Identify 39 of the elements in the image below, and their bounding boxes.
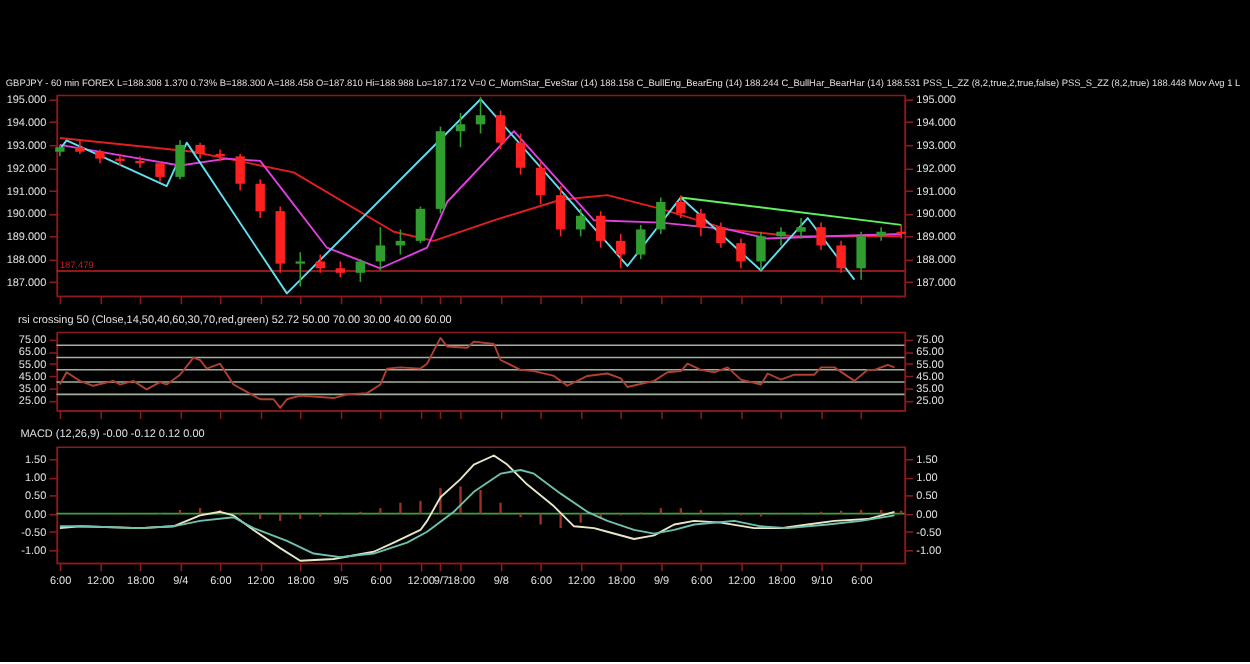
line-series xyxy=(58,137,903,242)
candlestick xyxy=(676,194,686,219)
candlestick xyxy=(716,221,726,249)
candlestick xyxy=(315,253,325,274)
candlestick xyxy=(495,109,506,151)
candlestick xyxy=(255,178,265,219)
candlestick xyxy=(575,208,586,238)
candlestick xyxy=(375,226,386,272)
candlestick xyxy=(415,205,426,244)
candlestick xyxy=(876,226,886,242)
candlestick xyxy=(836,240,846,274)
candlestick xyxy=(475,96,486,135)
candlestick xyxy=(776,226,786,247)
candlestick xyxy=(235,153,245,192)
candlestick xyxy=(175,139,185,180)
candlestick xyxy=(115,153,125,167)
candlestick xyxy=(596,210,606,249)
line-series xyxy=(58,98,856,295)
candlestick xyxy=(295,251,305,288)
candlestick xyxy=(535,160,546,206)
candlestick xyxy=(636,224,646,260)
candlestick xyxy=(616,233,626,270)
candlestick xyxy=(135,155,145,169)
candlestick xyxy=(756,230,766,272)
candlestick xyxy=(656,196,666,235)
candlestick xyxy=(696,208,706,238)
candlestick xyxy=(796,217,806,240)
line-series xyxy=(58,469,896,559)
candlestick xyxy=(555,185,566,238)
candlestick xyxy=(455,112,466,148)
line-series xyxy=(58,336,896,409)
candlestick xyxy=(215,148,225,162)
candlestick xyxy=(736,237,746,270)
candlestick xyxy=(155,160,165,183)
line-series xyxy=(58,130,903,270)
candlestick xyxy=(816,221,826,251)
candlestick xyxy=(515,132,526,176)
candlestick xyxy=(355,258,366,283)
candlestick xyxy=(856,230,866,281)
